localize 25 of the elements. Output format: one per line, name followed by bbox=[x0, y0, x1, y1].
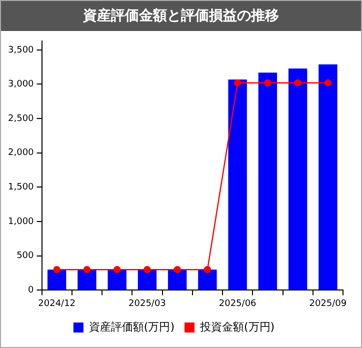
x-tick-label: 2024/12 bbox=[38, 298, 76, 309]
chart-title: 資産評価金額と評価損益の推移 bbox=[1, 1, 361, 31]
bar bbox=[198, 270, 217, 290]
bar bbox=[228, 79, 247, 290]
bar bbox=[288, 68, 308, 290]
legend-label: 資産評価額(万円) bbox=[88, 320, 175, 334]
y-tick-label: 1,000 bbox=[8, 216, 34, 227]
y-tick-label: 3,500 bbox=[8, 45, 34, 56]
x-tick-label: 2025/03 bbox=[128, 298, 166, 309]
bar bbox=[258, 72, 278, 290]
y-tick-label: 2,000 bbox=[8, 148, 34, 158]
bar bbox=[78, 270, 96, 290]
bar bbox=[168, 270, 187, 290]
bar bbox=[108, 270, 126, 290]
bar bbox=[318, 64, 338, 290]
y-tick-label: 1,500 bbox=[8, 182, 34, 193]
x-tick-label: 2025/06 bbox=[218, 298, 257, 309]
bar bbox=[138, 270, 157, 290]
legend-label: 投資金額(万円) bbox=[199, 320, 275, 334]
y-tick-label: 3,000 bbox=[8, 80, 34, 90]
bar bbox=[47, 270, 66, 290]
y-tick-label: 2,500 bbox=[8, 114, 34, 124]
y-tick-label: 0 bbox=[28, 286, 34, 296]
y-tick-label: 500 bbox=[16, 251, 34, 262]
x-tick-label: 2025/09 bbox=[309, 298, 347, 309]
